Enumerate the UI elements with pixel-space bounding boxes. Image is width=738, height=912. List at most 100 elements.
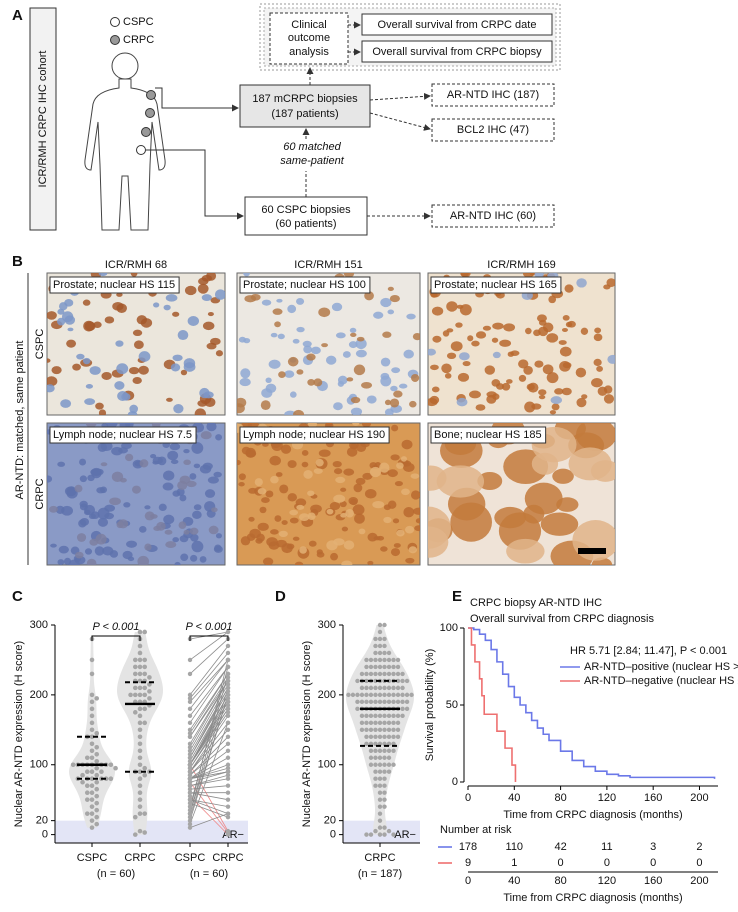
cell xyxy=(163,514,175,525)
y-axis-label: Survival probability (%) xyxy=(424,649,436,761)
dot xyxy=(84,811,90,816)
dot xyxy=(404,706,410,712)
cell xyxy=(306,353,316,361)
dot xyxy=(391,720,396,726)
cell xyxy=(362,472,373,480)
box-text: outcome xyxy=(288,32,330,44)
cell xyxy=(208,525,219,535)
column-header: ICR/RMH 151 xyxy=(294,259,362,271)
category-label: CRPC xyxy=(212,852,243,864)
cell xyxy=(191,540,204,553)
cell xyxy=(348,341,358,349)
cell xyxy=(133,340,144,349)
cell xyxy=(383,516,392,524)
dot xyxy=(89,734,95,740)
cell xyxy=(430,364,439,371)
cell xyxy=(367,532,378,542)
cell xyxy=(152,460,159,465)
cell xyxy=(510,350,520,356)
cell xyxy=(76,353,85,360)
risk-count: 0 xyxy=(696,857,702,869)
dot xyxy=(142,657,148,663)
dot xyxy=(377,727,383,733)
caption: Lymph node; nuclear HS 7.5 xyxy=(53,429,192,441)
cell xyxy=(356,336,365,342)
cell xyxy=(183,459,191,466)
cell xyxy=(467,335,474,342)
cell xyxy=(255,538,263,544)
pair-line xyxy=(189,659,229,703)
dot xyxy=(377,755,383,760)
dot xyxy=(359,699,365,705)
cell xyxy=(76,533,87,542)
cell xyxy=(346,377,354,382)
cell xyxy=(193,504,202,511)
cell xyxy=(503,323,516,332)
x-tick-label: 200 xyxy=(690,792,708,804)
cell xyxy=(575,367,587,378)
box-text: 187 mCRPC biopsies xyxy=(252,93,358,105)
dot xyxy=(94,696,100,701)
cell xyxy=(593,358,602,367)
cell xyxy=(307,423,318,428)
dot xyxy=(391,671,396,677)
dot xyxy=(225,657,231,663)
dot xyxy=(187,807,193,813)
dot xyxy=(137,685,143,691)
cell xyxy=(245,449,257,458)
cell xyxy=(215,533,222,539)
cell xyxy=(301,450,309,456)
box-text: (60 patients) xyxy=(275,218,336,230)
cell xyxy=(506,379,513,384)
cell xyxy=(86,558,97,565)
cell xyxy=(380,357,391,367)
organ-marker xyxy=(136,145,146,155)
legend-label: CSPC xyxy=(123,16,154,28)
cell xyxy=(153,302,160,308)
cell xyxy=(79,475,88,483)
cell xyxy=(412,332,420,341)
dot xyxy=(382,713,387,719)
pair-line xyxy=(189,673,229,814)
cell xyxy=(289,517,299,524)
cell xyxy=(321,343,328,348)
dot xyxy=(225,766,231,771)
dot xyxy=(377,671,383,677)
dot xyxy=(377,664,383,670)
dot xyxy=(382,734,387,739)
dot xyxy=(355,678,360,684)
cell xyxy=(84,398,96,405)
dot xyxy=(137,776,143,782)
cell xyxy=(594,327,602,334)
cell xyxy=(542,364,554,375)
cell xyxy=(274,515,282,522)
cell xyxy=(287,460,297,469)
x-tick-label: 40 xyxy=(508,792,520,804)
dot xyxy=(368,720,374,726)
dot xyxy=(94,758,100,764)
box-text: Clinical xyxy=(291,19,326,31)
cell xyxy=(296,504,305,510)
cell xyxy=(150,454,157,459)
cell xyxy=(166,397,173,402)
cell xyxy=(549,410,557,415)
dot xyxy=(89,706,95,712)
dot xyxy=(373,671,378,677)
cell xyxy=(165,294,178,302)
cell xyxy=(144,543,152,551)
dot xyxy=(382,671,387,677)
cell xyxy=(361,381,373,389)
cell xyxy=(391,424,399,432)
dot xyxy=(400,713,405,719)
cell xyxy=(57,461,66,467)
dot xyxy=(137,657,143,663)
cell xyxy=(278,371,286,379)
dot xyxy=(187,814,193,820)
cell xyxy=(274,321,281,328)
cell xyxy=(561,387,572,396)
cell xyxy=(101,371,112,380)
cell xyxy=(523,365,533,375)
cell xyxy=(307,378,316,386)
cell xyxy=(180,369,188,376)
dot xyxy=(395,692,401,698)
